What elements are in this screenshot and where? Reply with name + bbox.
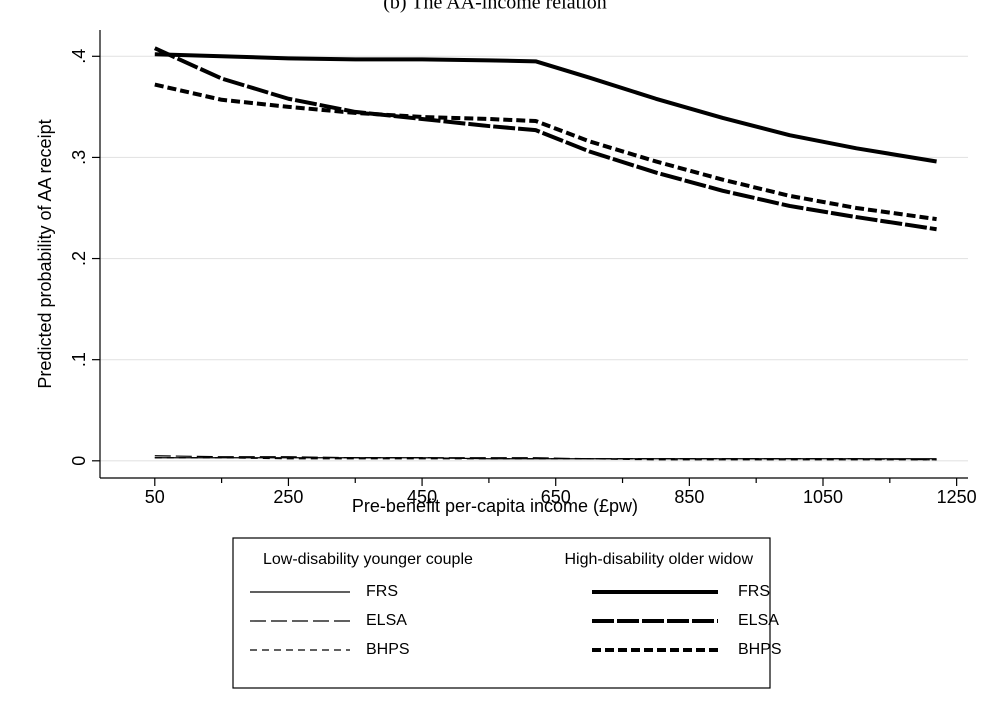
chart-title: (b) The AA-income relation bbox=[383, 0, 606, 14]
y-tick-label: .4 bbox=[69, 49, 89, 64]
legend-label: FRS bbox=[366, 583, 398, 600]
legend-label: BHPS bbox=[366, 641, 410, 658]
x-axis-label: Pre-benefit per-capita income (£pw) bbox=[352, 496, 638, 516]
x-tick-label: 1250 bbox=[937, 487, 977, 507]
x-tick-label: 1050 bbox=[803, 487, 843, 507]
legend-label: BHPS bbox=[738, 641, 782, 658]
data-line bbox=[154, 457, 937, 461]
data-line bbox=[154, 82, 937, 222]
legend-group-title: Low-disability younger couple bbox=[263, 551, 473, 568]
y-tick-label: .2 bbox=[69, 251, 89, 266]
data-line bbox=[154, 455, 937, 461]
x-tick-label: 650 bbox=[541, 487, 571, 507]
y-axis-label: Predicted probability of AA receipt bbox=[35, 119, 55, 388]
x-tick-label: 850 bbox=[674, 487, 704, 507]
data-line bbox=[153, 46, 937, 232]
x-tick-label: 250 bbox=[273, 487, 303, 507]
y-tick-label: .3 bbox=[69, 150, 89, 165]
x-tick-label: 450 bbox=[407, 487, 437, 507]
y-tick-label: .1 bbox=[69, 352, 89, 367]
legend-label: ELSA bbox=[738, 612, 779, 629]
y-tick-label: 0 bbox=[69, 456, 89, 466]
legend-label: FRS bbox=[738, 583, 770, 600]
data-line bbox=[154, 52, 937, 164]
legend-box bbox=[232, 537, 771, 689]
legend-group-title: High-disability older widow bbox=[564, 551, 753, 568]
x-tick-label: 50 bbox=[145, 487, 165, 507]
legend-label: ELSA bbox=[366, 612, 407, 629]
